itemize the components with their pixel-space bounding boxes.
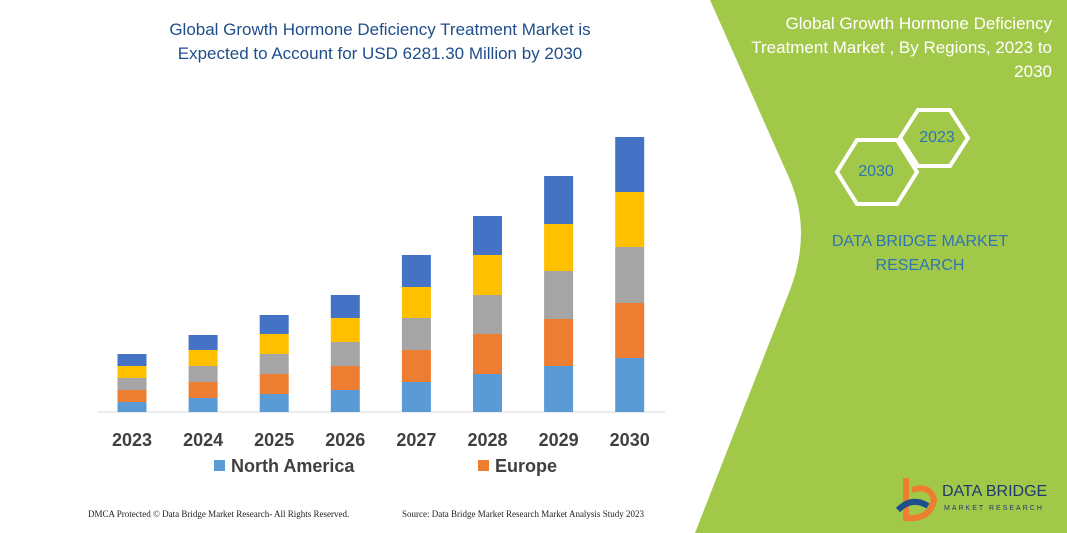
bar-segment [117, 354, 147, 366]
bar-segment [473, 295, 502, 334]
bar-segment [544, 271, 574, 319]
bar-segment [473, 374, 502, 412]
bar-segment [615, 247, 645, 303]
brand-text: DATA BRIDGE MARKET RESEARCH [831, 233, 1009, 274]
bar-segment [544, 224, 574, 271]
bar-segment [330, 366, 360, 390]
x-tick-label: 2028 [467, 430, 507, 450]
bar-segment [259, 334, 289, 354]
bar-segment [615, 137, 645, 192]
bar-segment [401, 287, 431, 318]
x-tick-label: 2024 [183, 430, 223, 450]
x-tick-label: 2030 [610, 430, 650, 450]
logo-tagline: MARKET RESEARCH [944, 505, 1044, 512]
bar-segment [330, 295, 360, 318]
bar-segment [401, 350, 431, 382]
hex-label: 2023 [919, 129, 955, 146]
bar-segment [259, 394, 289, 412]
footer-left: DMCA Protected © Data Bridge Market Rese… [88, 509, 350, 519]
bar-segment [188, 382, 218, 398]
logo-icon [895, 498, 930, 513]
bar-segment [615, 358, 645, 412]
bar-segment [401, 382, 431, 412]
bar-segment [330, 390, 360, 412]
bar-segment [259, 374, 289, 394]
footer-right: Source: Data Bridge Market Research Mark… [402, 509, 644, 519]
x-tick-label: 2026 [325, 430, 365, 450]
bar-segment [401, 318, 431, 350]
legend-swatch [214, 460, 225, 471]
bar-segment [330, 318, 360, 342]
legend-swatch [478, 460, 489, 471]
bar-segment [544, 319, 574, 366]
bar-segment [188, 398, 218, 412]
bar-segment [188, 350, 218, 366]
green-panel [695, 0, 1067, 533]
bar-segment [188, 335, 218, 350]
x-tick-label: 2027 [396, 430, 436, 450]
bar-segment [259, 315, 289, 334]
logo-name: DATA BRIDGE [942, 483, 1047, 500]
logo-icon [903, 478, 938, 522]
bar-segment [615, 303, 645, 358]
x-tick-label: 2029 [539, 430, 579, 450]
bar-segment [473, 216, 502, 255]
chart: 2023 2024 2025 2026 2027 2028 2029 2030 North Am… [97, 137, 665, 476]
x-tick-label: 2025 [254, 430, 294, 450]
hex-label: 2030 [858, 163, 894, 180]
legend-label: North America [231, 456, 355, 476]
bar-segment [117, 378, 147, 390]
legend-label: Europe [495, 456, 557, 476]
bar-segment [401, 255, 431, 287]
hexagon [897, 108, 971, 168]
bar-segment [473, 255, 502, 295]
bar-segment [615, 192, 645, 247]
bar-segment [544, 366, 574, 412]
bar-segment [544, 176, 574, 224]
x-tick-label: 2023 [112, 430, 152, 450]
bar-segment [259, 354, 289, 374]
bar-segment [473, 334, 502, 374]
bar-segment [117, 402, 147, 412]
chart-title: Global Growth Hormone Deficiency Treatme… [169, 20, 591, 63]
bar-segment [117, 390, 147, 402]
bar-segment [188, 366, 218, 382]
hexagon [834, 138, 920, 206]
bar-segment [117, 366, 147, 378]
bar-segment [330, 342, 360, 366]
panel-title: Global Growth Hormone Deficiency Treatme… [751, 14, 1052, 81]
